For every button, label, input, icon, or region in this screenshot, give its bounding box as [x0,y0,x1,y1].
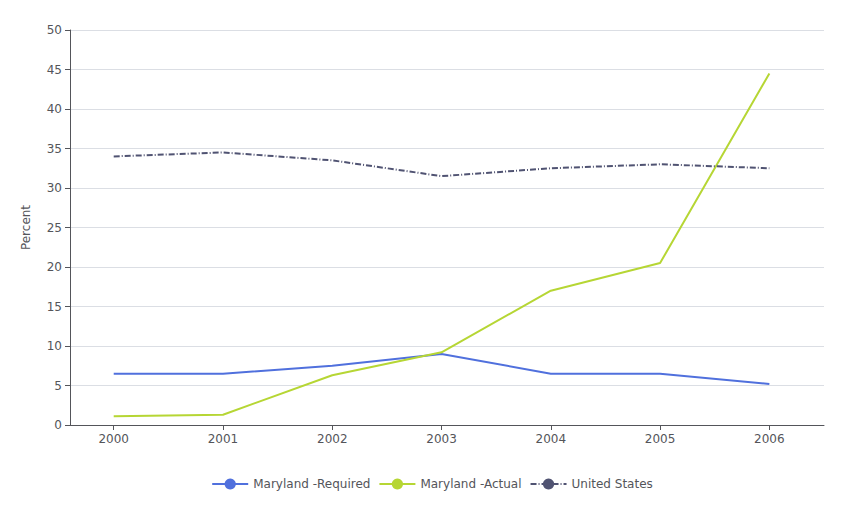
svg-text:50: 50 [47,23,62,37]
svg-text:Percent: Percent [19,205,33,250]
svg-text:2002: 2002 [317,432,348,446]
svg-text:15: 15 [47,300,62,314]
svg-text:2006: 2006 [754,432,785,446]
svg-text:2004: 2004 [536,432,567,446]
svg-text:0: 0 [54,418,62,432]
svg-text:30: 30 [47,181,62,195]
svg-text:35: 35 [47,142,62,156]
svg-text:United States: United States [572,477,653,491]
svg-text:Maryland -Required: Maryland -Required [253,477,370,491]
svg-text:Maryland -Actual: Maryland -Actual [420,477,521,491]
svg-text:2000: 2000 [98,432,129,446]
svg-text:45: 45 [47,63,62,77]
svg-text:20: 20 [47,260,62,274]
svg-text:10: 10 [47,339,62,353]
svg-text:2003: 2003 [426,432,457,446]
svg-text:2005: 2005 [645,432,676,446]
svg-text:25: 25 [47,221,62,235]
svg-text:40: 40 [47,102,62,116]
svg-text:5: 5 [54,379,62,393]
svg-text:2001: 2001 [208,432,239,446]
